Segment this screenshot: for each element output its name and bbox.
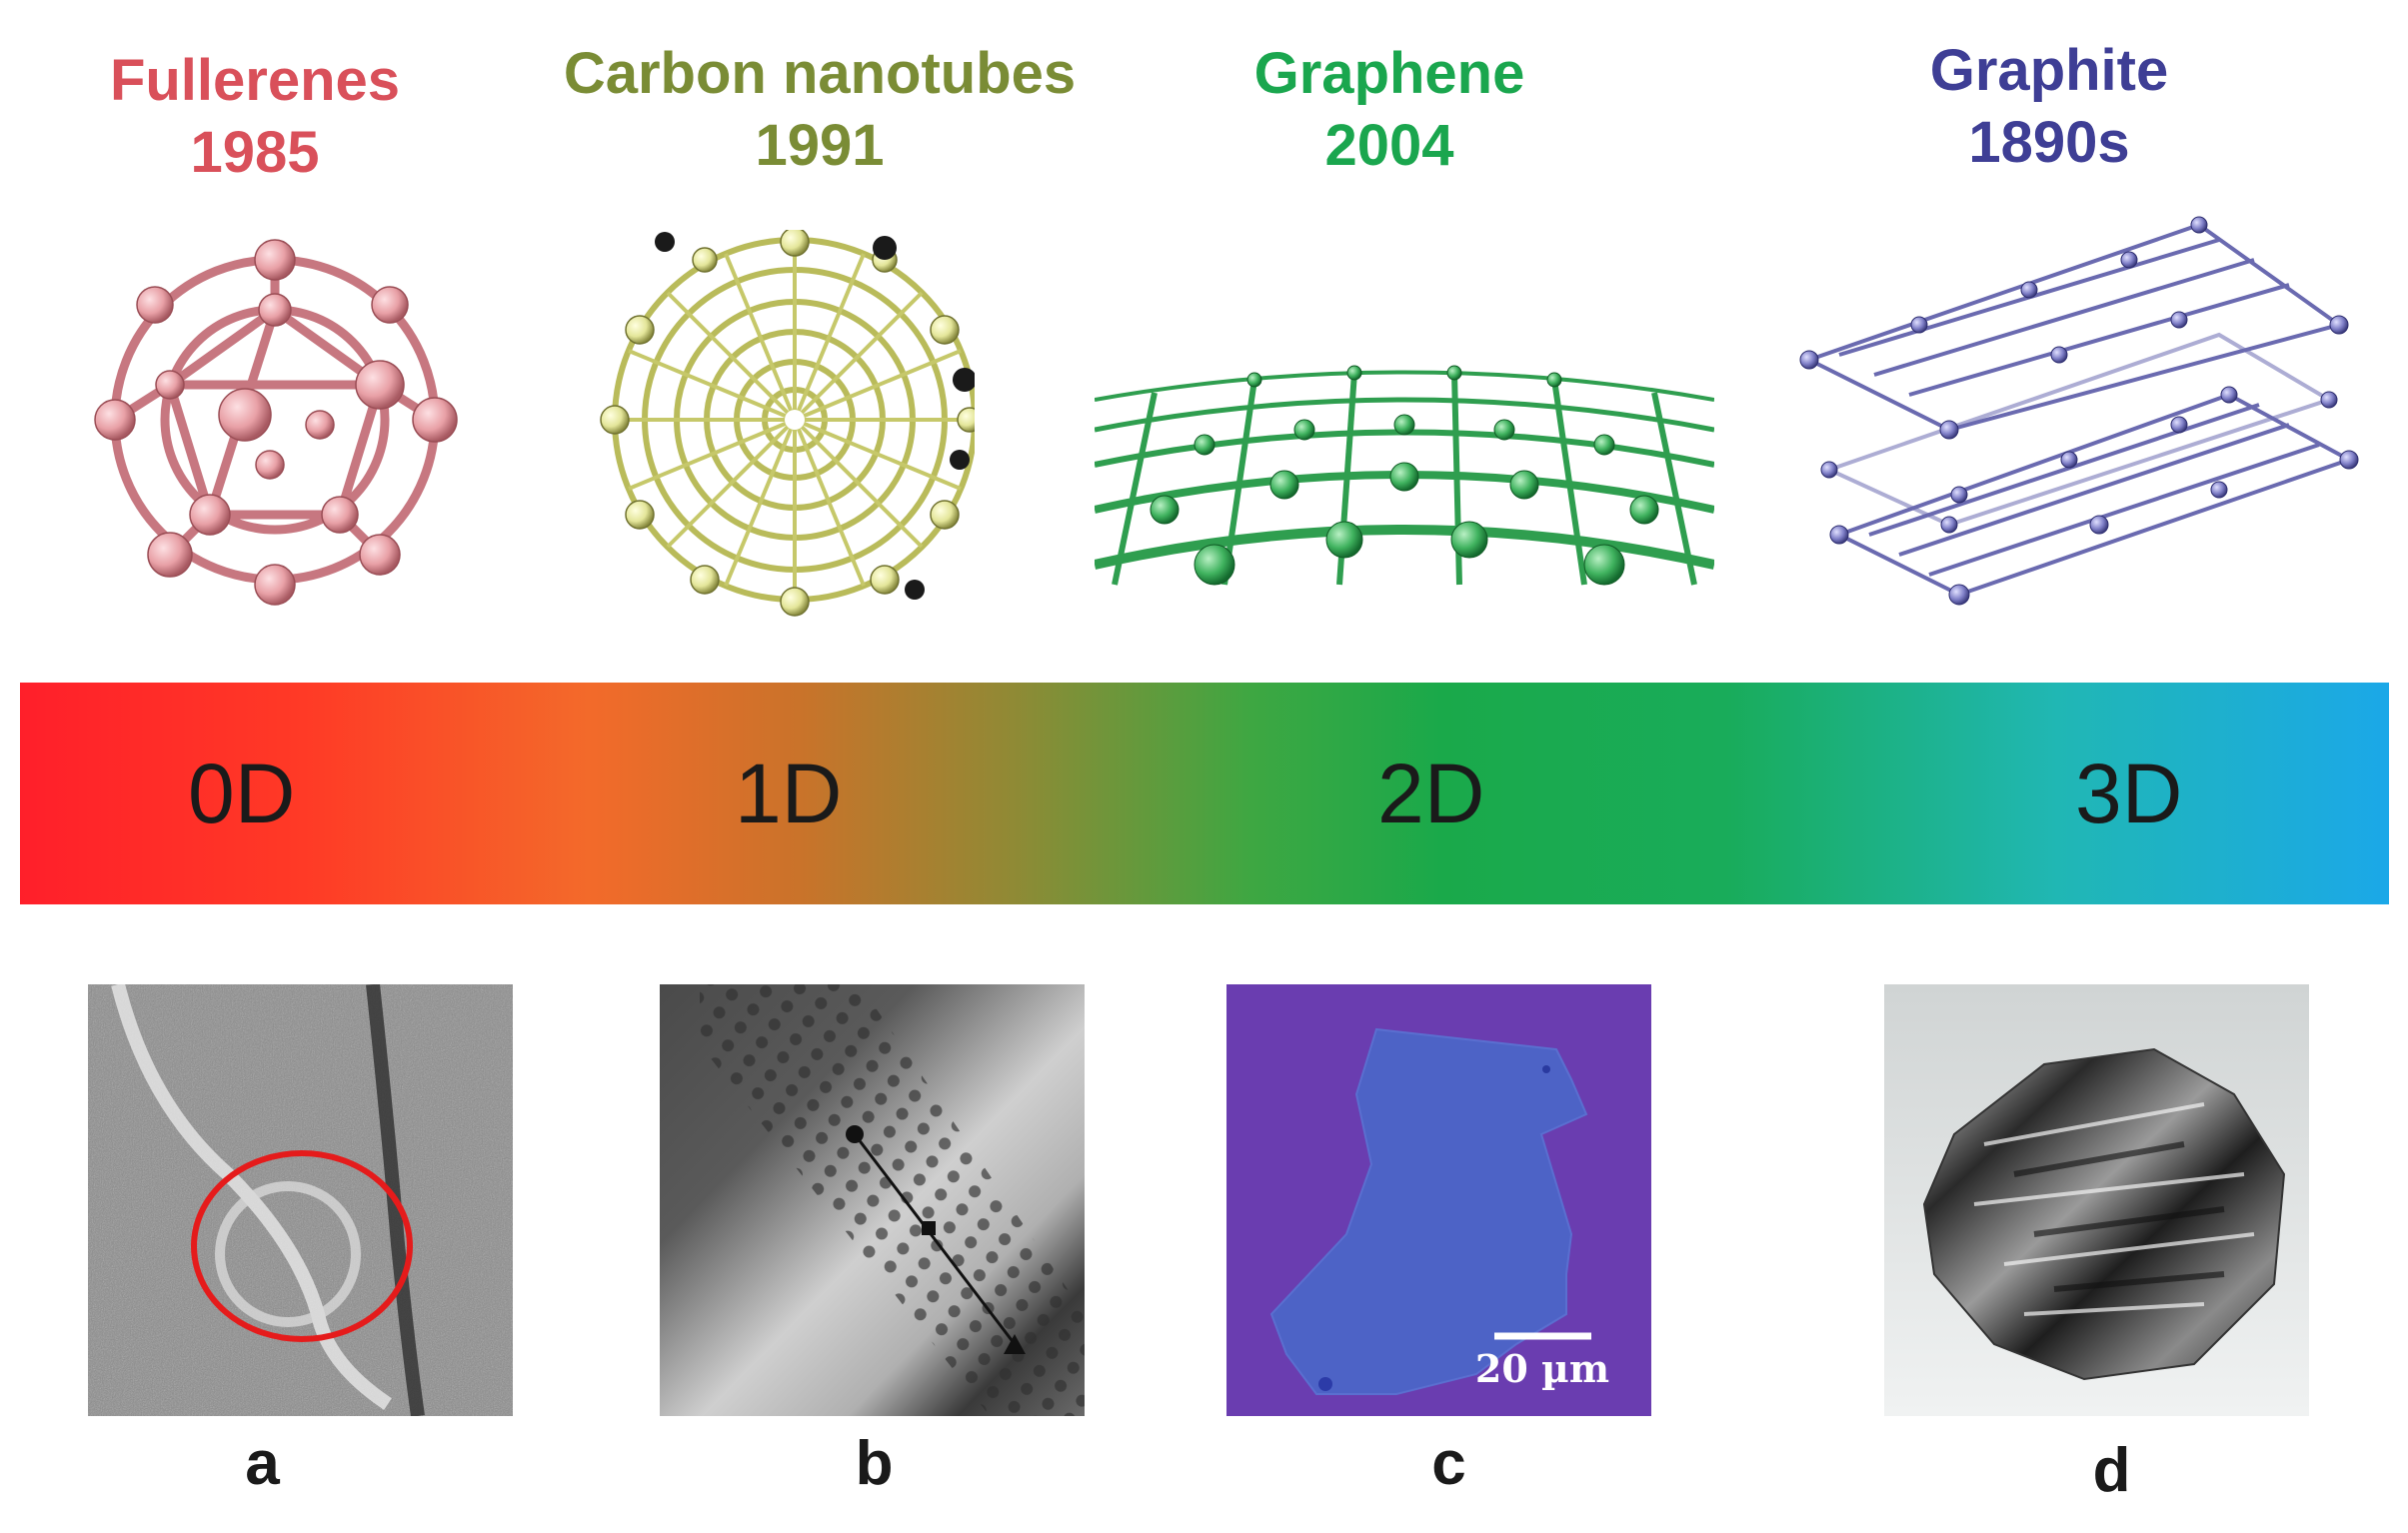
- title-graphite-year: 1890s: [1968, 110, 2130, 175]
- title-graphite-name: Graphite: [1929, 38, 2169, 103]
- panel-label-b: b: [855, 1429, 894, 1498]
- title-fullerenes: Fullerenes 1985: [40, 45, 470, 189]
- title-nanotubes-name: Carbon nanotubes: [563, 41, 1077, 106]
- dimension-label-0d: 0D: [188, 747, 296, 840]
- scale-bar-label: 20 µm: [1475, 1346, 1609, 1391]
- title-fullerenes-name: Fullerenes: [109, 48, 401, 113]
- graphene-sheet-icon: [1095, 335, 1714, 590]
- dimension-gradient-band: 0D 1D 2D 3D: [20, 683, 2389, 904]
- title-graphene: Graphene 2004: [1180, 38, 1599, 182]
- panel-label-d: d: [2092, 1436, 2131, 1505]
- dimension-label-1d: 1D: [735, 747, 843, 840]
- panel-label-a: a: [245, 1429, 280, 1498]
- title-graphene-year: 2004: [1324, 113, 1454, 178]
- title-fullerenes-year: 1985: [190, 120, 320, 185]
- nanotube-molecule-icon: [545, 230, 975, 630]
- graphite-layers-icon: [1799, 215, 2359, 635]
- stm-nanotube-image: [660, 984, 1085, 1416]
- dimension-label-3d: 3D: [2075, 747, 2183, 840]
- dimension-label-2d: 2D: [1377, 747, 1485, 840]
- title-graphene-name: Graphene: [1253, 41, 1525, 106]
- fullerene-molecule-icon: [80, 225, 470, 615]
- graphite-mineral-image: [1884, 984, 2309, 1416]
- title-nanotubes-year: 1991: [755, 113, 885, 178]
- tem-fullerene-image: [88, 984, 513, 1416]
- title-nanotubes: Carbon nanotubes 1991: [520, 38, 1120, 182]
- title-graphite: Graphite 1890s: [1839, 35, 2259, 179]
- panel-label-c: c: [1431, 1429, 1466, 1498]
- graphene-flake-image: 20 µm: [1226, 984, 1651, 1416]
